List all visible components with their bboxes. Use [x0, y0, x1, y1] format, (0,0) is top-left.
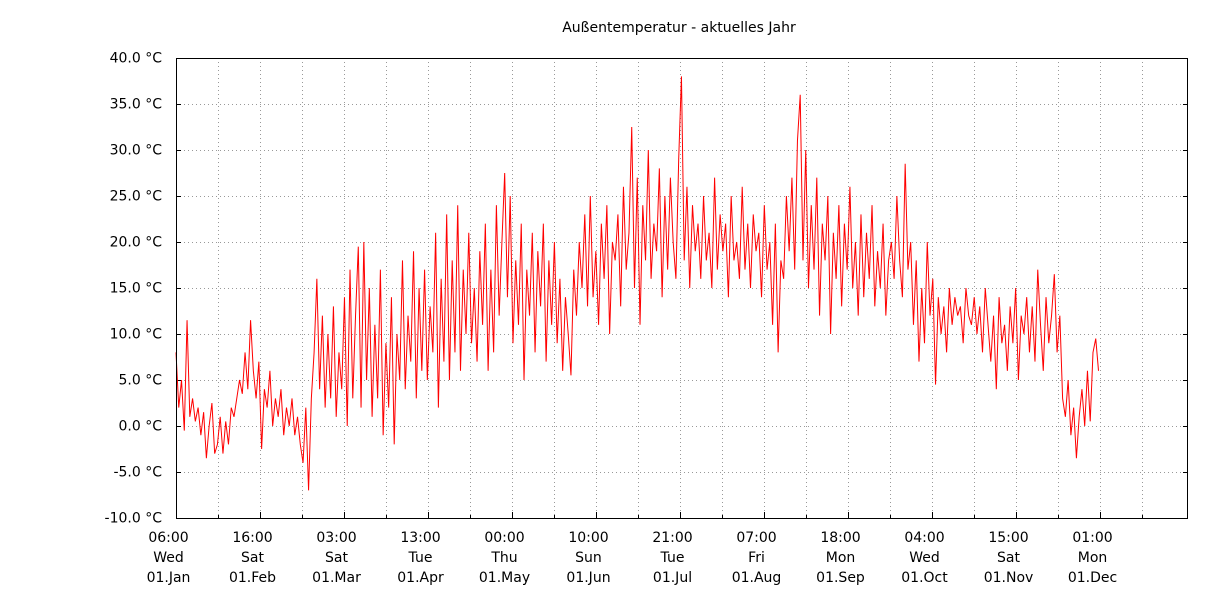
x-tick-label: 01.Jan	[147, 570, 191, 586]
chart-title: Außentemperatur - aktuelles Jahr	[562, 20, 796, 36]
x-tick-label: 04:00	[904, 530, 944, 546]
x-tick-label: Tue	[408, 550, 433, 566]
x-tick-label: 18:00	[820, 530, 860, 546]
x-tick-label: 01.Mar	[312, 570, 361, 586]
x-tick-label: 01.Dec	[1068, 570, 1117, 586]
temperature-line	[175, 76, 1100, 491]
x-tick-label: Wed	[909, 550, 940, 566]
plot-frame	[176, 58, 1188, 519]
x-tick-label: 01.Oct	[901, 570, 948, 586]
x-tick-label: 10:00	[568, 530, 608, 546]
y-tick-label: 5.0 °C	[119, 373, 163, 389]
x-tick-label: 03:00	[316, 530, 356, 546]
x-tick-label: 01.Feb	[229, 570, 276, 586]
x-tick-label: 16:00	[232, 530, 272, 546]
y-tick-label: 30.0 °C	[110, 143, 163, 159]
x-tick-label: 01.May	[479, 570, 530, 586]
x-tick-label: 15:00	[988, 530, 1028, 546]
x-tick-label: 06:00	[148, 530, 188, 546]
y-tick-label: 15.0 °C	[110, 281, 163, 297]
y-tick-label: -10.0 °C	[105, 511, 163, 527]
y-tick-label: -5.0 °C	[113, 465, 162, 481]
x-tick-label: Mon	[826, 550, 856, 566]
x-tick-label: Tue	[660, 550, 685, 566]
x-tick-label: 01.Aug	[732, 570, 782, 586]
y-tick-label: 35.0 °C	[110, 97, 163, 113]
x-tick-label: 01.Jun	[566, 570, 610, 586]
x-tick-label: Sat	[325, 550, 348, 566]
x-tick-label: 07:00	[736, 530, 776, 546]
y-tick-label: 0.0 °C	[119, 419, 163, 435]
x-tick-label: Sun	[575, 550, 602, 566]
x-tick-label: 01.Apr	[397, 570, 444, 586]
x-tick-label: 21:00	[652, 530, 692, 546]
x-tick-label: 01:00	[1072, 530, 1112, 546]
y-tick-label: 10.0 °C	[110, 327, 163, 343]
y-tick-label: 40.0 °C	[110, 51, 163, 67]
x-tick-label: 00:00	[484, 530, 524, 546]
x-tick-label: 13:00	[400, 530, 440, 546]
x-tick-label: Sat	[241, 550, 264, 566]
y-tick-label: 20.0 °C	[110, 235, 163, 251]
x-tick-label: 01.Nov	[984, 570, 1034, 586]
x-tick-label: 01.Jul	[653, 570, 692, 586]
x-tick-label: Fri	[748, 550, 765, 566]
x-tick-label: Thu	[490, 550, 517, 566]
x-tick-label: Wed	[153, 550, 184, 566]
x-tick-label: 01.Sep	[816, 570, 865, 586]
x-tick-label: Sat	[997, 550, 1020, 566]
y-tick-label: 25.0 °C	[110, 189, 163, 205]
x-tick-label: Mon	[1078, 550, 1108, 566]
